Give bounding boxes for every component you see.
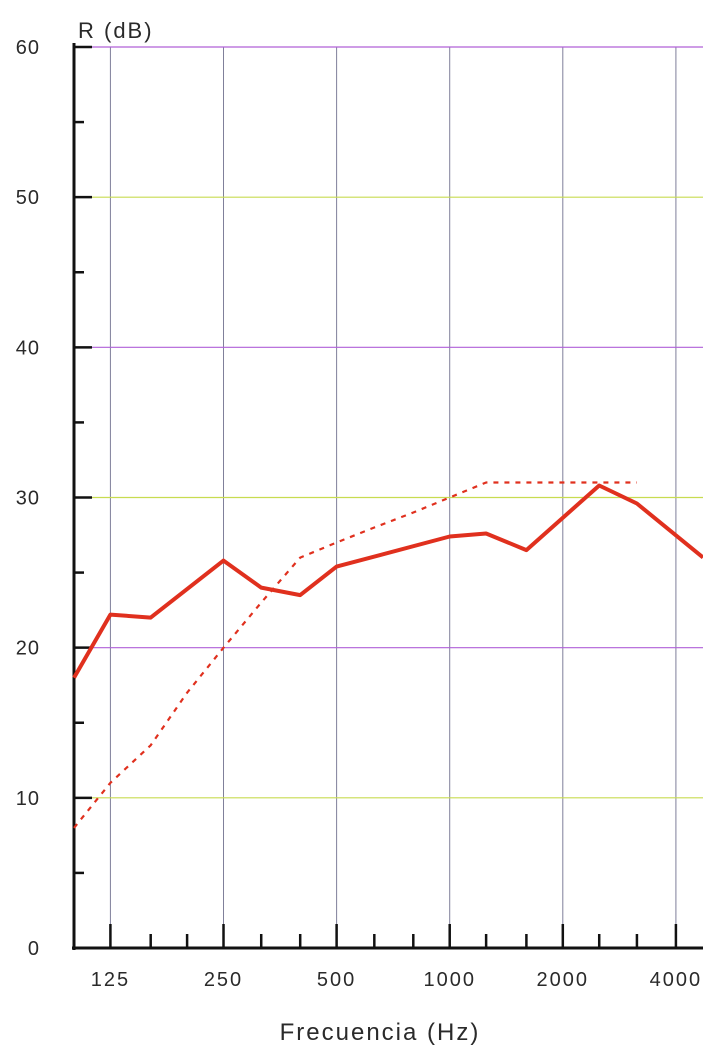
- x-tick-label-250: 250: [204, 969, 243, 991]
- x-tick-label-500: 500: [317, 969, 356, 991]
- grid-lines: [74, 46, 703, 948]
- axes: [72, 43, 703, 950]
- x-axis-label: Frecuencia (Hz): [280, 1019, 481, 1046]
- x-tick-label-4000: 4000: [650, 969, 703, 991]
- y-tick-label-60: 60: [16, 37, 40, 59]
- x-tick-label-1000: 1000: [423, 969, 476, 991]
- x-tick-label-2000: 2000: [537, 969, 590, 991]
- series-line-2: [73, 481, 637, 829]
- x-tick-label-125: 125: [91, 969, 130, 991]
- y-tick-label-40: 40: [16, 337, 40, 359]
- y-tick-label-50: 50: [16, 187, 40, 209]
- series-line-1: [72, 483, 703, 679]
- y-tick-label-0: 0: [28, 938, 40, 960]
- y-tick-label-30: 30: [16, 488, 40, 510]
- y-tick-label-10: 10: [16, 788, 40, 810]
- labels: R (dB) Frecuencia (Hz) 0 10 20 30 40 50 60 125 2…: [16, 18, 703, 1046]
- y-tick-label-20: 20: [16, 638, 40, 660]
- y-axis-label: R (dB): [78, 18, 154, 43]
- data-series: [72, 481, 703, 829]
